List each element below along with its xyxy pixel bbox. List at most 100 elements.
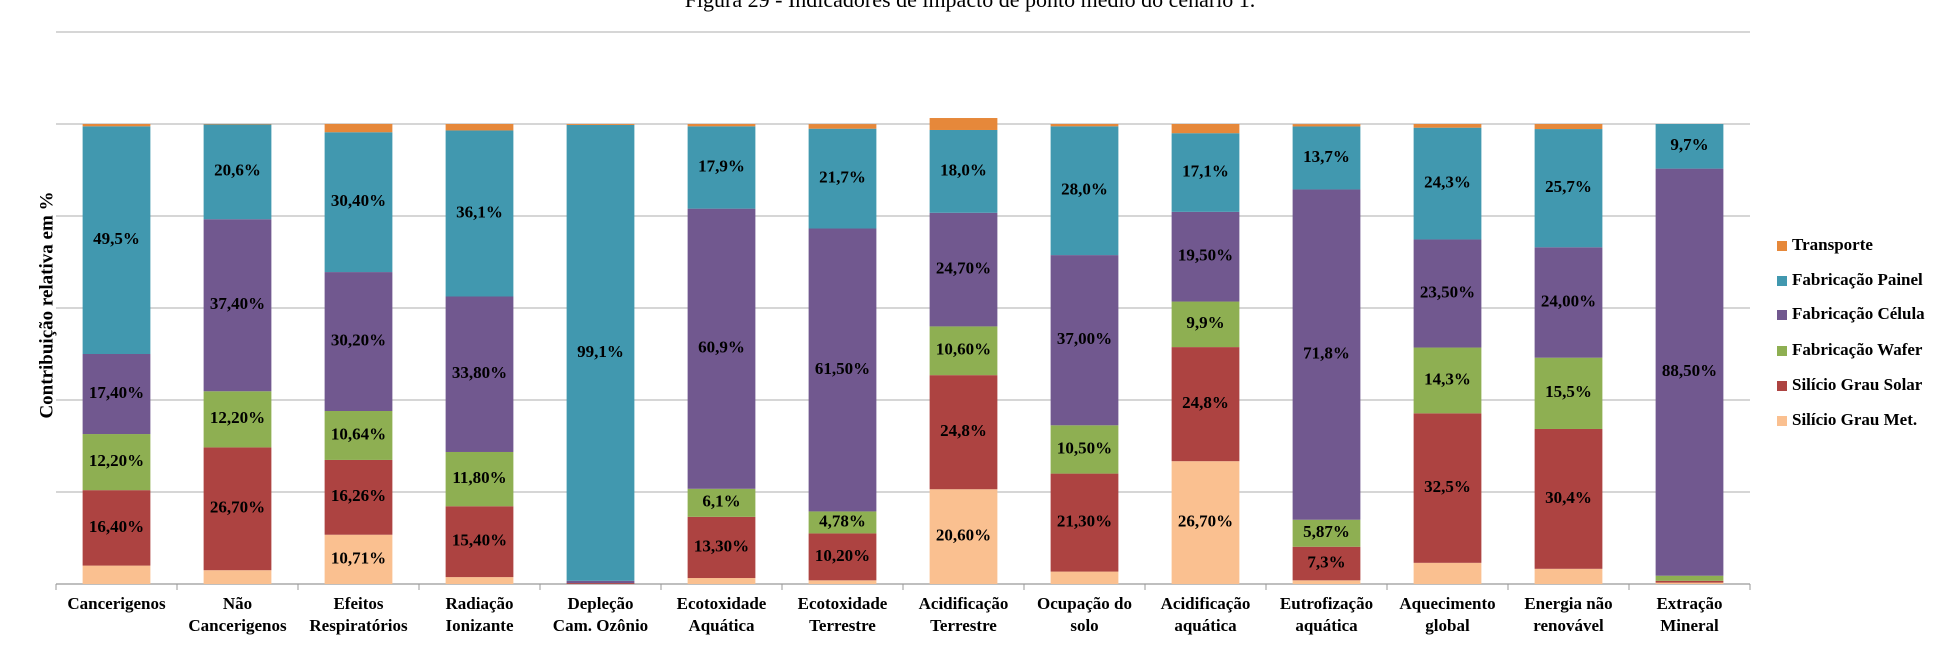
bar-segment — [1292, 519, 1361, 547]
data-label: 9,9% — [1186, 313, 1224, 332]
bar-segment — [808, 124, 877, 129]
data-label: 24,3% — [1424, 172, 1471, 191]
bar-segment — [1655, 580, 1724, 583]
x-tick-label: Efeitos Respiratórios — [309, 594, 408, 635]
bar-segment — [1413, 413, 1482, 563]
data-label: 10,20% — [815, 546, 870, 565]
bar-segment — [1413, 127, 1482, 240]
bar-segment — [1534, 428, 1603, 569]
bar-segment — [82, 124, 151, 127]
bar-segment — [1050, 425, 1119, 474]
bar-segment — [1292, 189, 1361, 520]
data-label: 61,50% — [815, 359, 870, 378]
bar-segment — [1171, 347, 1240, 462]
bar-segment — [1413, 124, 1482, 128]
data-label: 30,40% — [331, 191, 386, 210]
bar-segment — [808, 580, 877, 584]
bar-segment — [203, 570, 272, 584]
x-tick-label: Eutrofização aquática — [1280, 594, 1373, 635]
data-label: 10,64% — [331, 424, 386, 443]
bar-segment — [808, 128, 877, 229]
data-label: 16,40% — [89, 517, 144, 536]
bar-segment — [82, 565, 151, 584]
data-label: 17,40% — [89, 383, 144, 402]
bar-segment — [1292, 546, 1361, 581]
x-tick-label: Não Cancerigenos — [188, 594, 287, 635]
legend-swatch — [1777, 276, 1787, 286]
data-label: 4,78% — [819, 511, 866, 530]
bar-segment — [203, 391, 272, 448]
bar-segment — [1050, 571, 1119, 584]
data-label: 9,7% — [1670, 135, 1708, 154]
data-label: 23,50% — [1420, 282, 1475, 301]
x-tick-label: Acidificação Terrestre — [919, 594, 1009, 635]
bar-segment — [324, 410, 393, 460]
bar-segment — [203, 124, 272, 220]
data-label: 15,5% — [1545, 382, 1592, 401]
bar-segment — [324, 123, 393, 133]
data-label: 37,00% — [1057, 329, 1112, 348]
data-label: 13,7% — [1303, 147, 1350, 166]
bar-segment — [1292, 126, 1361, 190]
bar-segment — [1413, 239, 1482, 348]
data-label: 30,20% — [331, 330, 386, 349]
data-label: 25,7% — [1545, 177, 1592, 196]
data-label: 12,20% — [210, 408, 265, 427]
data-label: 30,4% — [1545, 488, 1592, 507]
bar-segment — [566, 583, 635, 584]
data-label: 32,5% — [1424, 477, 1471, 496]
data-label: 24,70% — [936, 258, 991, 277]
bar-segment — [203, 447, 272, 571]
bar-segment — [687, 208, 756, 489]
bar-segment — [687, 488, 756, 517]
data-label: 16,26% — [331, 486, 386, 505]
legend-swatch — [1777, 241, 1787, 251]
legend-label: Silício Grau Met. — [1792, 410, 1917, 429]
legend-label: Transporte — [1792, 235, 1873, 254]
bar-segment — [82, 354, 151, 435]
legend-swatch — [1777, 346, 1787, 356]
x-tick-label: Aquecimento global — [1399, 594, 1495, 635]
bar-segment — [445, 130, 514, 297]
bar-segment — [1050, 124, 1119, 127]
bar-segment — [445, 296, 514, 452]
bar-segment — [929, 129, 998, 213]
bar-segment — [324, 272, 393, 411]
data-label: 18,0% — [940, 160, 987, 179]
bar-segment — [687, 516, 756, 579]
data-label: 33,80% — [452, 363, 507, 382]
x-tick-label: Extração Mineral — [1656, 594, 1722, 635]
data-label: 37,40% — [210, 294, 265, 313]
x-tick-label: Ocupação do solo — [1037, 594, 1132, 635]
data-label: 26,70% — [1178, 511, 1233, 530]
x-tick-label: Acidificação aquática — [1161, 594, 1251, 635]
data-label: 10,60% — [936, 340, 991, 359]
data-label: 36,1% — [456, 202, 503, 221]
bar-segment — [445, 577, 514, 584]
bar-segment — [82, 434, 151, 491]
bar-segment — [445, 451, 514, 507]
bar-segment — [1171, 133, 1240, 212]
bar-segment — [1534, 568, 1603, 584]
bar-segment — [929, 375, 998, 490]
bar-segment — [1050, 473, 1119, 572]
data-label: 19,50% — [1178, 246, 1233, 265]
bar-segment — [808, 228, 877, 512]
legend-label: Fabricação Painel — [1792, 270, 1923, 289]
data-label: 14,3% — [1424, 369, 1471, 388]
bar-segment — [324, 534, 393, 584]
data-label: 24,00% — [1541, 291, 1596, 310]
bar-segment — [1655, 582, 1724, 584]
bar-segment — [1171, 301, 1240, 348]
data-label: 11,80% — [452, 468, 506, 487]
bar-segment — [929, 326, 998, 376]
x-tick-label: Ecotoxidade Terrestre — [798, 594, 888, 635]
bar-segment — [687, 578, 756, 584]
data-label: 17,9% — [698, 156, 745, 175]
data-label: 26,70% — [210, 498, 265, 517]
bar-segment — [1171, 124, 1240, 134]
data-label: 88,50% — [1662, 361, 1717, 380]
legend-label: Fabricação Célula — [1792, 304, 1925, 323]
bar-segment — [1655, 124, 1724, 169]
